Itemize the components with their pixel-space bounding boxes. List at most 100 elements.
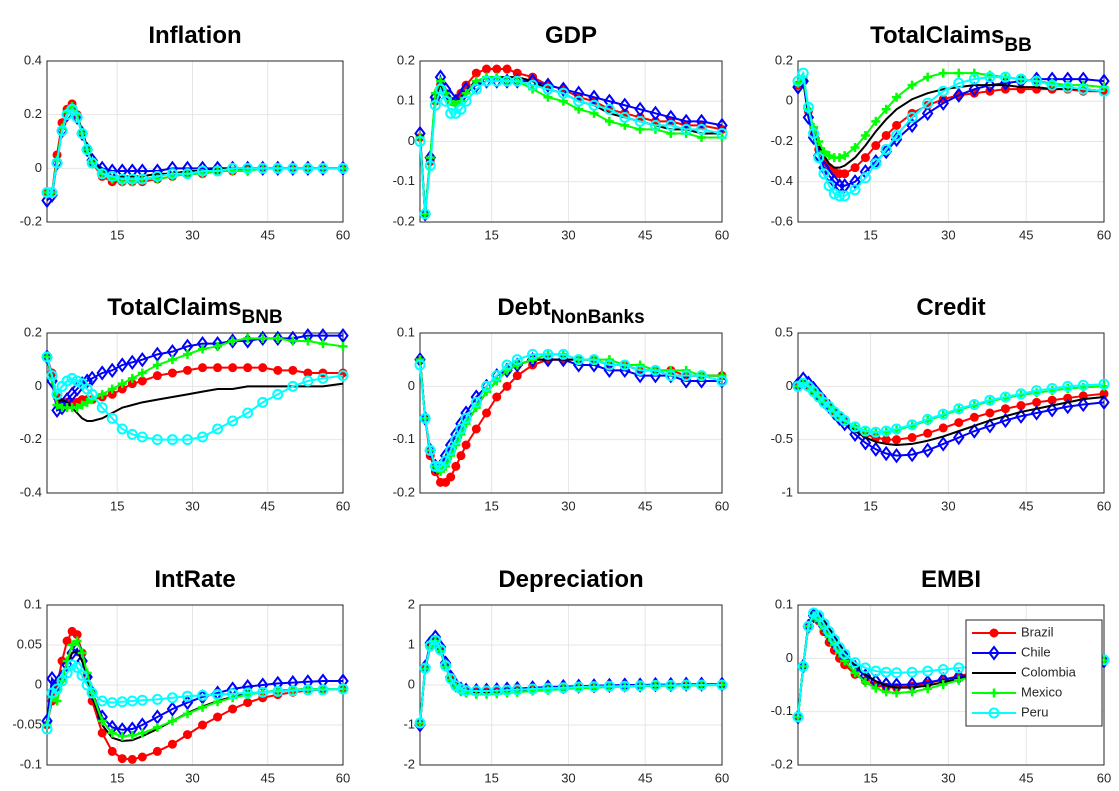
marker <box>212 165 224 177</box>
marker <box>256 330 269 346</box>
x-tick-label: 60 <box>1097 227 1111 242</box>
marker <box>197 431 209 443</box>
marker <box>968 423 981 439</box>
marker <box>1046 402 1058 418</box>
marker <box>906 419 918 431</box>
axes-box <box>46 332 344 494</box>
marker <box>414 359 426 371</box>
series-line <box>419 353 722 474</box>
marker <box>542 83 554 95</box>
title-text: EMBI <box>921 566 981 593</box>
y-tick-label: 0.1 <box>397 93 415 108</box>
marker <box>1031 75 1043 87</box>
marker <box>716 679 728 691</box>
marker <box>52 696 62 706</box>
marker <box>818 168 830 180</box>
marker <box>137 376 147 386</box>
y-tick-label: -0.2 <box>393 213 415 228</box>
x-tick-label: 30 <box>185 227 199 242</box>
marker <box>227 688 239 700</box>
y-tick-label: -2 <box>403 756 415 771</box>
marker <box>107 384 117 394</box>
marker <box>968 81 981 97</box>
x-tick-label: 45 <box>638 227 652 242</box>
marker <box>212 423 224 435</box>
marker <box>511 354 523 366</box>
marker <box>136 173 148 185</box>
marker <box>127 754 137 764</box>
legend-marker <box>988 645 1000 661</box>
title-text: Debt <box>497 294 550 321</box>
marker <box>76 127 88 139</box>
marker <box>302 375 314 387</box>
chart-title: Depreciation <box>498 566 643 593</box>
marker <box>182 709 192 719</box>
marker <box>182 730 192 740</box>
x-tick-label: 15 <box>110 498 124 513</box>
marker <box>542 348 554 360</box>
marker <box>502 64 512 74</box>
marker <box>491 685 503 697</box>
x-tick-label: 45 <box>261 227 275 242</box>
marker <box>603 103 615 115</box>
marker <box>126 428 138 440</box>
marker <box>455 683 467 695</box>
marker <box>618 97 631 113</box>
marker <box>542 682 554 694</box>
marker <box>813 610 825 622</box>
marker <box>166 434 178 446</box>
marker <box>181 168 193 180</box>
marker <box>181 690 193 702</box>
x-tick-label: 60 <box>1097 498 1111 513</box>
title-text: GDP <box>545 22 597 49</box>
marker <box>1046 382 1058 394</box>
marker <box>649 679 661 691</box>
y-tick-label: 0 <box>35 378 42 393</box>
marker <box>126 354 139 370</box>
series-line <box>797 79 1104 175</box>
marker <box>97 728 107 738</box>
marker <box>984 418 996 434</box>
title-subscript: BB <box>1004 35 1031 56</box>
marker <box>492 392 502 402</box>
marker <box>665 679 677 691</box>
marker <box>716 117 728 134</box>
marker <box>840 169 850 179</box>
marker <box>603 680 615 692</box>
marker <box>287 685 299 697</box>
marker <box>450 434 462 446</box>
marker <box>491 370 503 382</box>
legend-marker <box>988 707 1000 719</box>
marker <box>151 170 163 182</box>
x-tick-label: 15 <box>110 770 124 785</box>
marker <box>106 412 118 424</box>
marker <box>680 123 692 135</box>
x-tick-label: 60 <box>715 498 729 513</box>
marker <box>272 160 284 176</box>
marker <box>880 445 892 462</box>
marker <box>922 665 934 677</box>
axes-box <box>419 332 723 494</box>
marker <box>860 153 870 163</box>
marker <box>824 151 834 161</box>
marker <box>833 190 845 202</box>
marker <box>455 423 467 435</box>
marker <box>1031 385 1043 397</box>
marker <box>953 87 965 103</box>
marker <box>151 693 163 705</box>
y-tick-label: -0.1 <box>771 703 793 718</box>
y-tick-label: -1 <box>403 716 415 731</box>
marker <box>649 364 661 376</box>
chart-title: EMBI <box>921 566 981 593</box>
marker <box>414 717 426 729</box>
marker <box>106 697 118 709</box>
marker <box>445 107 457 119</box>
marker <box>938 679 948 689</box>
marker <box>1015 408 1027 424</box>
x-tick-label: 45 <box>1019 498 1033 513</box>
marker <box>859 425 871 437</box>
marker <box>136 694 148 706</box>
marker <box>243 363 253 373</box>
marker <box>338 341 348 351</box>
y-tick-label: 0.1 <box>24 596 42 611</box>
